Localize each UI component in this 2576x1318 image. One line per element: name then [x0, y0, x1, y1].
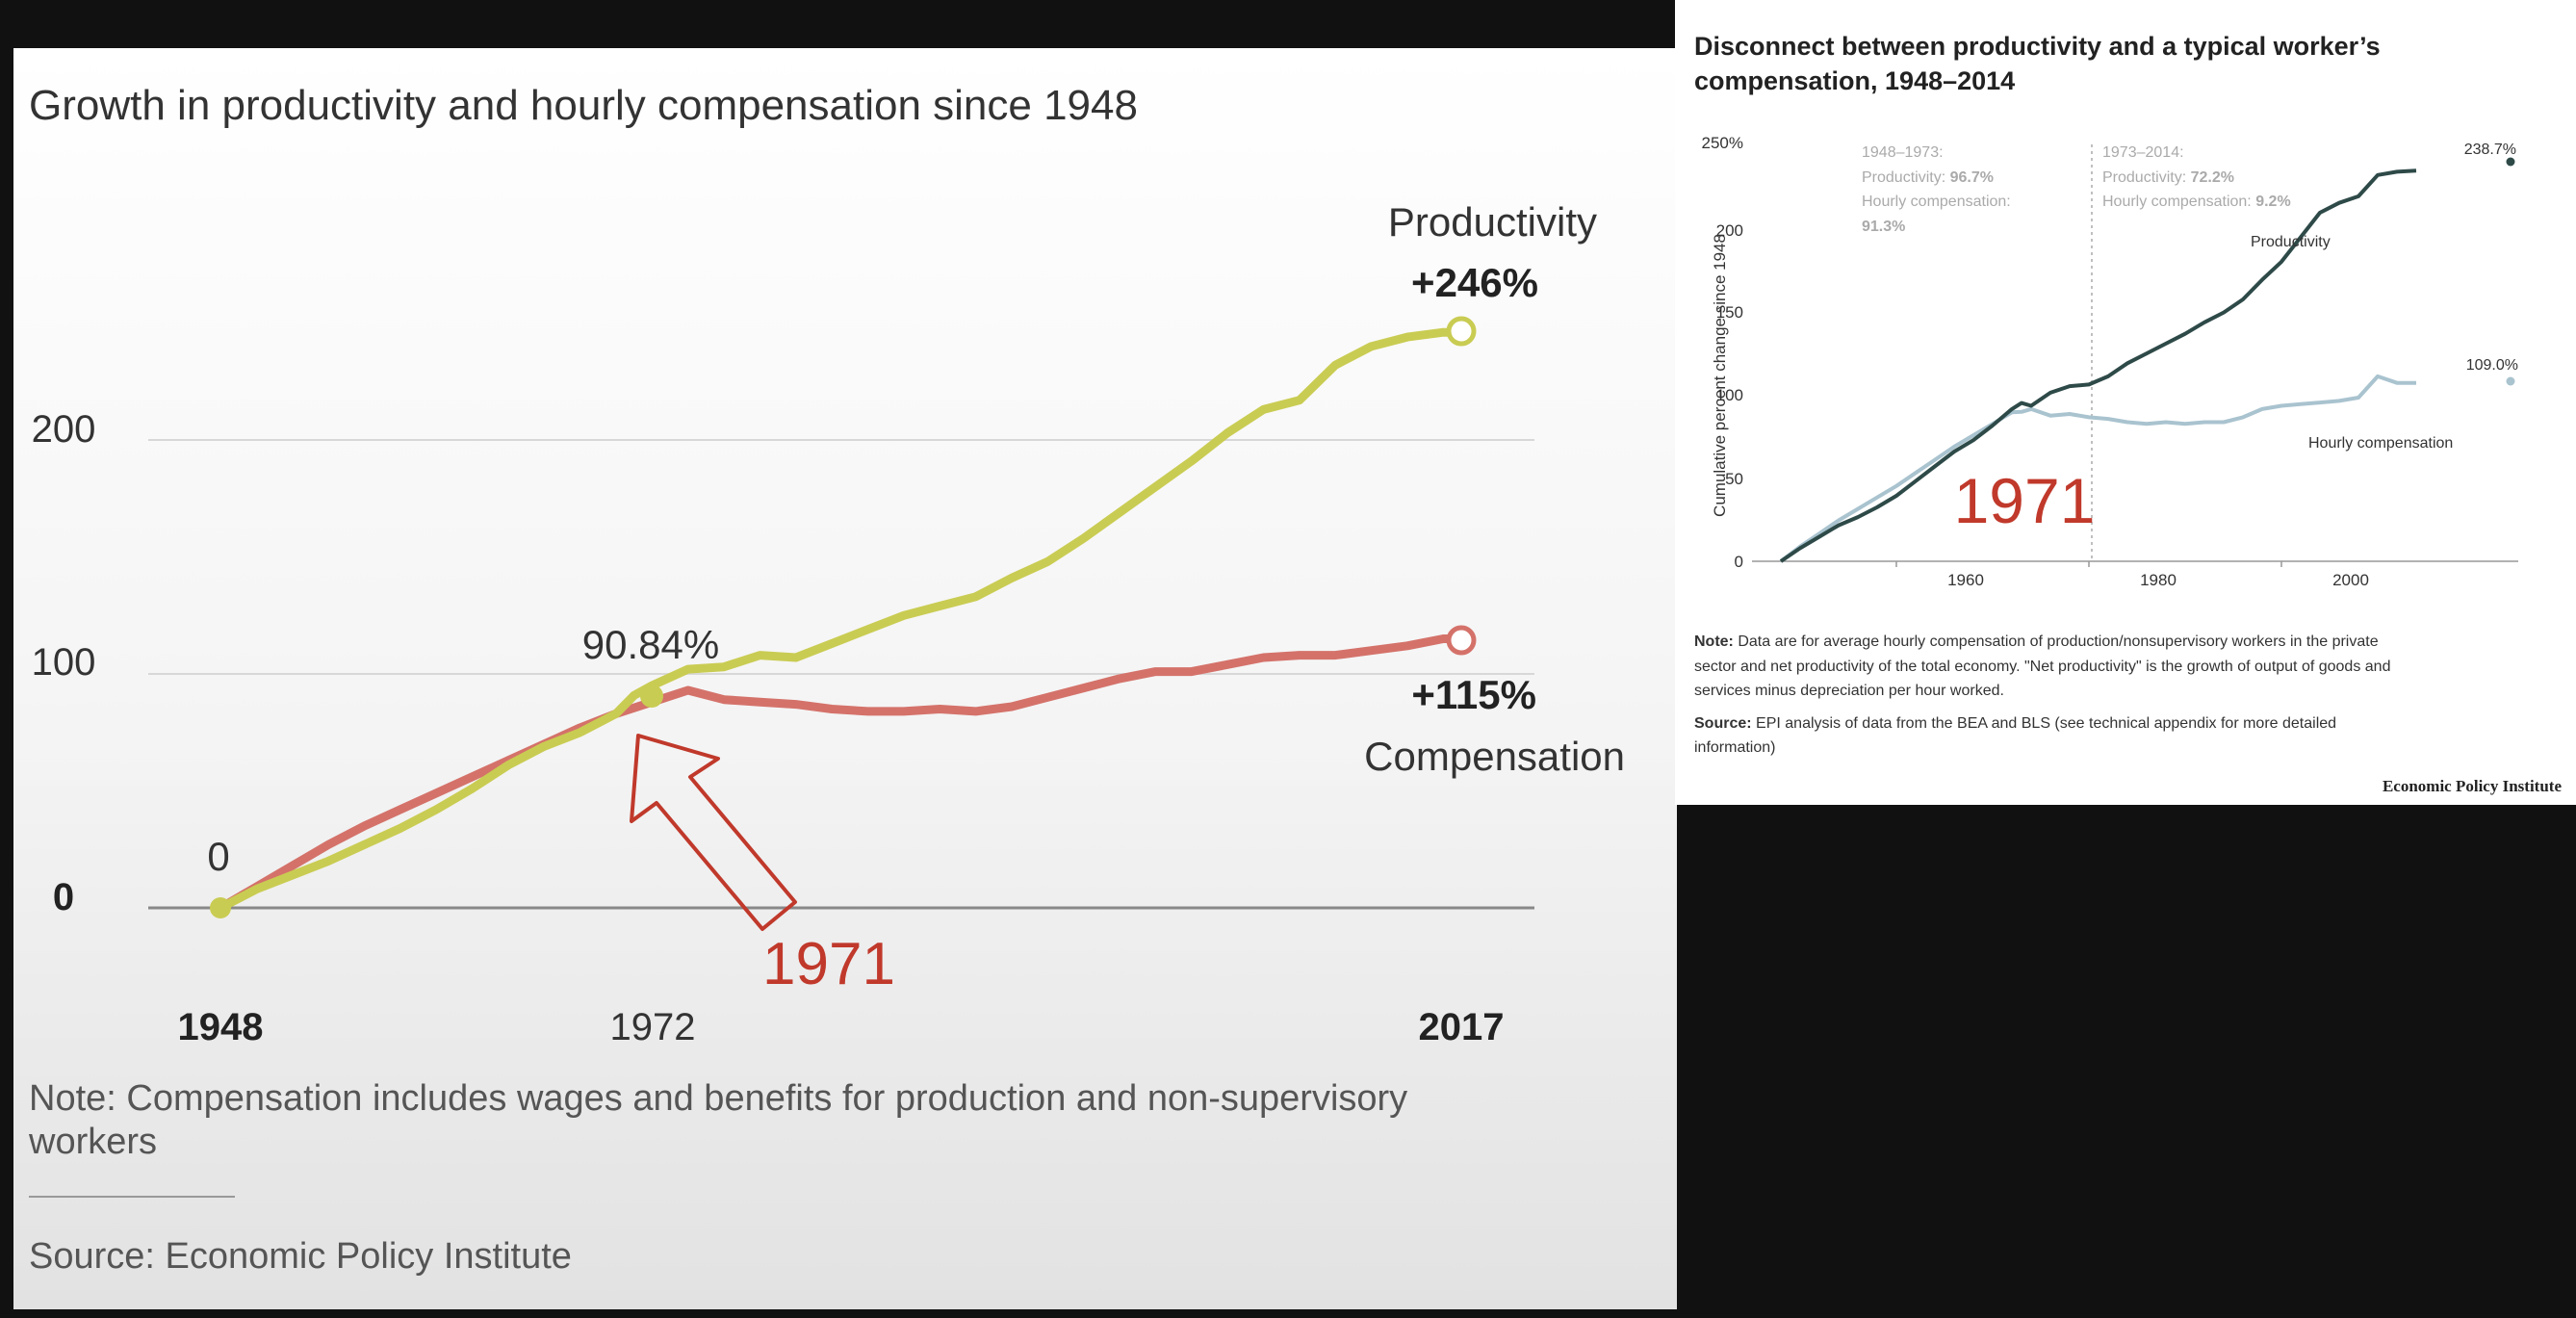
left-y-tick-100: 100 — [32, 641, 96, 684]
right-note-line1: Note: Data are for average hourly compen… — [1694, 633, 2379, 650]
right-y-tick-250: 250% — [1702, 134, 1743, 152]
right-source-line1: Source: EPI analysis of data from the BE… — [1694, 715, 2336, 732]
right-chart-title-line2: compensation, 1948–2014 — [1694, 66, 2015, 95]
right-period2-compensation: Hourly compensation: 9.2% — [2102, 194, 2291, 210]
left-y-tick-200: 200 — [32, 408, 96, 451]
right-compensation-end-point — [2506, 376, 2515, 386]
right-y-axis-label: Cumulative percent change since 1948 — [1711, 234, 1729, 517]
left-x-tick-1948: 1948 — [178, 1006, 264, 1048]
arrow-1971-icon — [630, 734, 797, 931]
right-period1-compensation-value: 91.3% — [1862, 219, 1905, 235]
right-productivity-end-point — [2506, 157, 2515, 167]
left-start-point — [210, 897, 231, 918]
left-compensation-line — [218, 634, 1461, 912]
left-1972-point — [640, 685, 663, 708]
right-x-tick-1980: 1980 — [2140, 571, 2177, 589]
left-x-tick-1972: 1972 — [610, 1006, 696, 1048]
right-x-tick-1960: 1960 — [1947, 571, 1984, 589]
right-y-tick-50: 50 — [1725, 470, 1743, 488]
left-productivity-end-point — [1446, 316, 1477, 347]
right-y-tick-200: 200 — [1716, 221, 1743, 240]
left-grid — [148, 439, 1534, 910]
right-period2-productivity: Productivity: 72.2% — [2102, 169, 2234, 186]
right-compensation-line — [1779, 374, 2416, 563]
left-chart-title: Growth in productivity and hourly compen… — [29, 82, 1138, 129]
left-start-label: 0 — [207, 834, 229, 879]
left-chart-panel: Growth in productivity and hourly compen… — [13, 48, 1677, 1309]
left-note: Note: Compensation includes wages and be… — [29, 1078, 1407, 1119]
left-compensation-value: +115% — [1411, 672, 1536, 717]
left-y-ticks: 0 100 200 — [32, 408, 96, 918]
right-chart: Disconnect between productivity and a ty… — [1694, 32, 2562, 795]
right-note-line3: services minus depreciation per hour wor… — [1694, 683, 2004, 699]
left-y-tick-0: 0 — [53, 876, 74, 918]
left-1971-label: 1971 — [762, 931, 895, 997]
right-chart-panel: Disconnect between productivity and a ty… — [1675, 0, 2576, 805]
right-y-tick-0: 0 — [1735, 553, 1743, 571]
right-y-tick-100: 100 — [1716, 386, 1743, 404]
left-note-cont: workers — [28, 1122, 157, 1162]
right-productivity-line — [1779, 168, 2417, 563]
right-compensation-end-value: 109.0% — [2466, 357, 2518, 374]
left-compensation-label: Compensation — [1364, 734, 1625, 779]
right-y-tick-150: 150 — [1716, 303, 1743, 322]
right-period1-head: 1948–1973: — [1862, 144, 1944, 161]
left-productivity-label: Productivity — [1388, 199, 1597, 245]
right-x-tick-marks — [1895, 561, 2282, 567]
left-compensation-end-point — [1446, 625, 1477, 656]
left-chart: Growth in productivity and hourly compen… — [28, 82, 1625, 1277]
left-source: Source: Economic Policy Institute — [29, 1236, 572, 1277]
right-compensation-series-label: Hourly compensation — [2308, 435, 2453, 452]
right-source-line2: information) — [1694, 739, 1775, 756]
right-publisher: Economic Policy Institute — [2383, 777, 2562, 795]
left-x-tick-2017: 2017 — [1419, 1006, 1505, 1048]
right-productivity-end-value: 238.7% — [2464, 142, 2516, 158]
right-period2-head: 1973–2014: — [2102, 144, 2184, 161]
left-1972-value: 90.84% — [582, 622, 719, 667]
right-1971-label: 1971 — [1954, 465, 2096, 536]
right-productivity-series-label: Productivity — [2251, 234, 2331, 250]
right-period1-productivity: Productivity: 96.7% — [1862, 169, 1994, 186]
left-x-ticks: 1948 1972 2017 — [178, 1006, 1505, 1048]
right-x-tick-2000: 2000 — [2332, 571, 2369, 589]
right-note-line2: sector and net productivity of the total… — [1694, 659, 2390, 675]
left-productivity-value: +246% — [1411, 260, 1538, 305]
right-chart-title-line1: Disconnect between productivity and a ty… — [1694, 32, 2381, 61]
left-productivity-line — [218, 327, 1461, 912]
right-period1-compensation-label: Hourly compensation: — [1862, 194, 2011, 210]
